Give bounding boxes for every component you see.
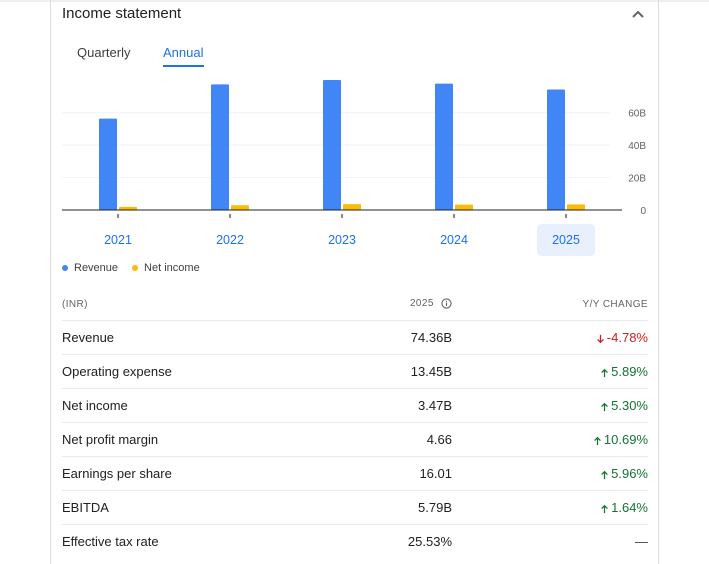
row-change-value: —	[635, 534, 648, 549]
row-change: 5.89%	[452, 354, 648, 389]
revenue-bar[interactable]	[323, 80, 341, 210]
row-change: 5.96%	[452, 456, 648, 491]
row-label: Operating expense	[62, 354, 312, 389]
row-change-value: -4.78%	[606, 330, 648, 345]
x-tick-label[interactable]: 2025	[552, 233, 580, 247]
net-income-bar[interactable]	[567, 204, 585, 210]
table-row: Effective tax rate 25.53% —	[62, 525, 648, 559]
x-tick-label[interactable]: 2024	[440, 233, 468, 247]
income-statement-card	[50, 0, 659, 564]
y-tick-label: 20B	[628, 174, 646, 185]
chart-legend: Revenue Net income	[62, 262, 214, 274]
arrow-up-icon	[601, 402, 608, 411]
legend-revenue-label: Revenue	[74, 262, 119, 274]
row-change-value: 5.30%	[611, 398, 648, 413]
table-row: EBITDA 5.79B 1.64%	[62, 490, 648, 525]
row-change-value: 5.96%	[611, 466, 648, 481]
table-row: Operating expense 13.45B 5.89%	[62, 354, 648, 389]
header-yy-change: Y/Y CHANGE	[452, 288, 648, 321]
net-income-bar[interactable]	[343, 204, 361, 210]
header-year: 2025	[312, 288, 452, 321]
net-income-bar[interactable]	[455, 204, 473, 210]
row-value: 13.45B	[312, 354, 452, 389]
legend-item-revenue: Revenue	[62, 262, 118, 274]
row-change: -4.78%	[452, 320, 648, 355]
info-icon[interactable]	[441, 298, 452, 310]
legend-revenue-dot	[62, 265, 68, 271]
row-value: 25.53%	[407, 534, 452, 549]
header-currency: (INR)	[62, 288, 312, 321]
table-row: Revenue 74.36B -4.78%	[62, 320, 648, 355]
row-change-value: 1.64%	[611, 500, 648, 515]
table-row: Earnings per share 16.01 5.96%	[62, 456, 648, 491]
arrow-up-icon	[601, 504, 608, 513]
section-title: Income statement	[62, 5, 182, 22]
legend-item-net-income: Net income	[132, 262, 200, 274]
arrow-up-icon	[601, 470, 608, 479]
revenue-bar[interactable]	[99, 118, 117, 210]
table-header-row: (INR) 2025 Y/Y CHANGE	[62, 288, 648, 321]
top-divider	[0, 0, 709, 2]
net-income-bar[interactable]	[119, 206, 137, 210]
row-change: 1.64%	[452, 490, 648, 525]
revenue-net-income-chart: 60B 40B 20B 0 2021 2022 2023 2024 2025	[62, 80, 646, 256]
tab-quarterly[interactable]: Quarterly	[77, 45, 131, 60]
x-tick-label[interactable]: 2021	[104, 233, 132, 247]
chevron-up-icon[interactable]	[630, 6, 646, 22]
table-row: Net profit margin 4.66 10.69%	[62, 422, 648, 457]
selected-year-highlight	[537, 224, 595, 256]
table-row: Net income 3.47B 5.30%	[62, 388, 648, 423]
row-label: Net profit margin	[62, 422, 312, 457]
revenue-bar[interactable]	[211, 84, 229, 210]
y-tick-label: 40B	[628, 141, 646, 152]
row-change-value: 10.69%	[603, 432, 648, 447]
arrow-up-icon	[601, 368, 608, 377]
y-tick-label: 0	[640, 206, 646, 217]
row-change: —	[452, 525, 648, 559]
row-label: Earnings per share	[62, 456, 312, 491]
row-value: 4.66	[312, 422, 452, 457]
legend-net-income-label: Net income	[144, 262, 200, 274]
header-year-label: 2025	[409, 298, 434, 310]
y-tick-label: 60B	[628, 109, 646, 120]
row-label: EBITDA	[62, 490, 312, 525]
row-value: 74.36B	[312, 320, 452, 355]
legend-net-income-dot	[132, 265, 139, 271]
revenue-bar[interactable]	[435, 83, 453, 210]
row-value: 16.01	[312, 456, 452, 491]
tab-annual[interactable]: Annual	[163, 45, 204, 60]
net-income-bar[interactable]	[231, 205, 249, 210]
row-change: 5.30%	[452, 388, 648, 423]
row-value: 5.79B	[312, 490, 452, 525]
tab-annual-indicator	[163, 65, 204, 67]
x-tick-label[interactable]: 2023	[328, 233, 356, 247]
row-value: 3.47B	[312, 388, 452, 423]
arrow-down-icon	[596, 334, 604, 343]
row-change-value: 5.89%	[611, 364, 648, 379]
row-label: Revenue	[62, 320, 312, 355]
row-label: Effective tax rate	[62, 534, 159, 549]
financials-table: (INR) 2025 Y/Y CHANGE Revenue 74.36B -4.78…	[62, 288, 648, 558]
revenue-bar[interactable]	[547, 89, 565, 210]
row-label: Net income	[62, 388, 312, 423]
row-change: 10.69%	[452, 422, 648, 457]
arrow-up-icon	[594, 436, 601, 445]
x-tick-label[interactable]: 2022	[216, 233, 244, 247]
